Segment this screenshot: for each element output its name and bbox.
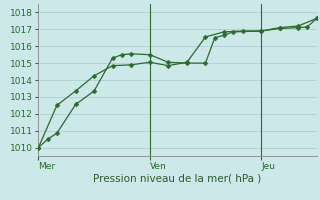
- X-axis label: Pression niveau de la mer( hPa ): Pression niveau de la mer( hPa ): [93, 173, 262, 183]
